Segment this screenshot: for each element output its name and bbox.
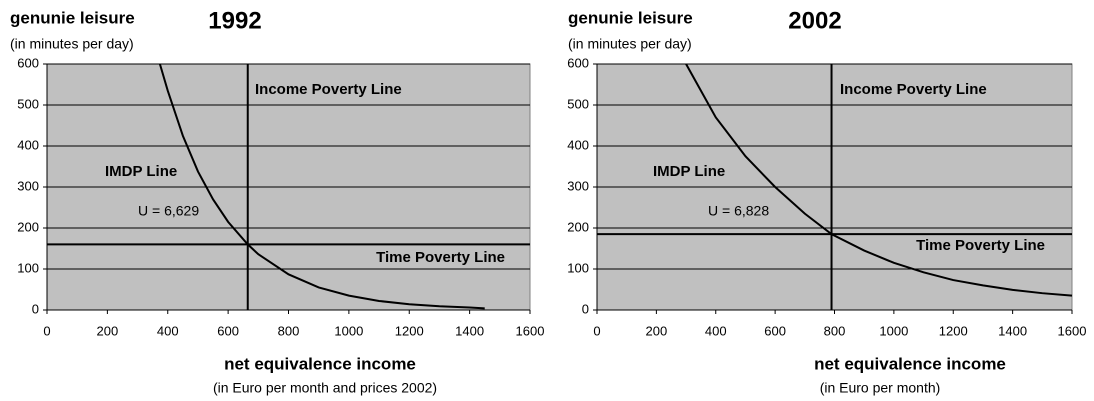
x-tick-label: 1000 [879,323,908,338]
x-tick-label: 800 [278,323,300,338]
time-poverty-label: Time Poverty Line [916,237,1045,254]
x-tick-label: 400 [705,323,727,338]
y-tick-label: 100 [17,260,39,275]
y-axis-sublabel: (in minutes per day) [568,36,692,52]
imdp-curve [685,63,1073,297]
y-tick-label: 200 [567,219,589,234]
y-tick-label: 500 [567,96,589,111]
y-tick-label: 100 [567,260,589,275]
x-tick-label: 400 [157,323,179,338]
time-poverty-label: Time Poverty Line [376,249,505,266]
x-tick-label: 1400 [455,323,484,338]
x-tick-label: 0 [43,323,50,338]
x-axis-sublabel: (in Euro per month) [820,380,941,396]
y-tick-label: 500 [17,96,39,111]
chart-title: 2002 [788,7,841,34]
y-tick-label: 300 [17,178,39,193]
x-tick-label: 200 [646,323,668,338]
y-axis-sublabel: (in minutes per day) [10,36,134,52]
y-tick-label: 600 [567,55,589,70]
x-tick-label: 600 [764,323,786,338]
curve-name: IMDP Line [105,163,177,180]
y-tick-label: 600 [17,55,39,70]
y-tick-label: 0 [32,301,39,316]
y-tick-label: 200 [17,219,39,234]
x-tick-label: 1000 [334,323,363,338]
y-tick-label: 300 [567,178,589,193]
income-poverty-label: Income Poverty Line [255,81,402,98]
curve-name: IMDP Line [653,163,725,180]
x-tick-label: 0 [593,323,600,338]
y-axis-label: genunie leisure [568,8,693,27]
curve-label: U = 6,828 [708,203,769,219]
curve-label: U = 6,629 [138,203,199,219]
x-tick-label: 1600 [1058,323,1087,338]
x-axis-label: net equivalence income [814,354,1006,373]
x-tick-label: 1400 [998,323,1027,338]
x-tick-label: 600 [217,323,239,338]
y-tick-label: 400 [567,137,589,152]
x-tick-label: 1200 [395,323,424,338]
y-tick-label: 400 [17,137,39,152]
chart-title: 1992 [208,7,261,34]
income-poverty-label: Income Poverty Line [840,81,987,98]
x-tick-label: 1600 [516,323,545,338]
y-tick-label: 0 [582,301,589,316]
imdp-curve [158,63,485,310]
x-tick-label: 800 [824,323,846,338]
x-axis-sublabel: (in Euro per month and prices 2002) [213,380,437,396]
x-axis-label: net equivalence income [224,354,416,373]
x-tick-label: 1200 [939,323,968,338]
x-tick-label: 200 [97,323,119,338]
y-axis-label: genunie leisure [10,8,135,27]
